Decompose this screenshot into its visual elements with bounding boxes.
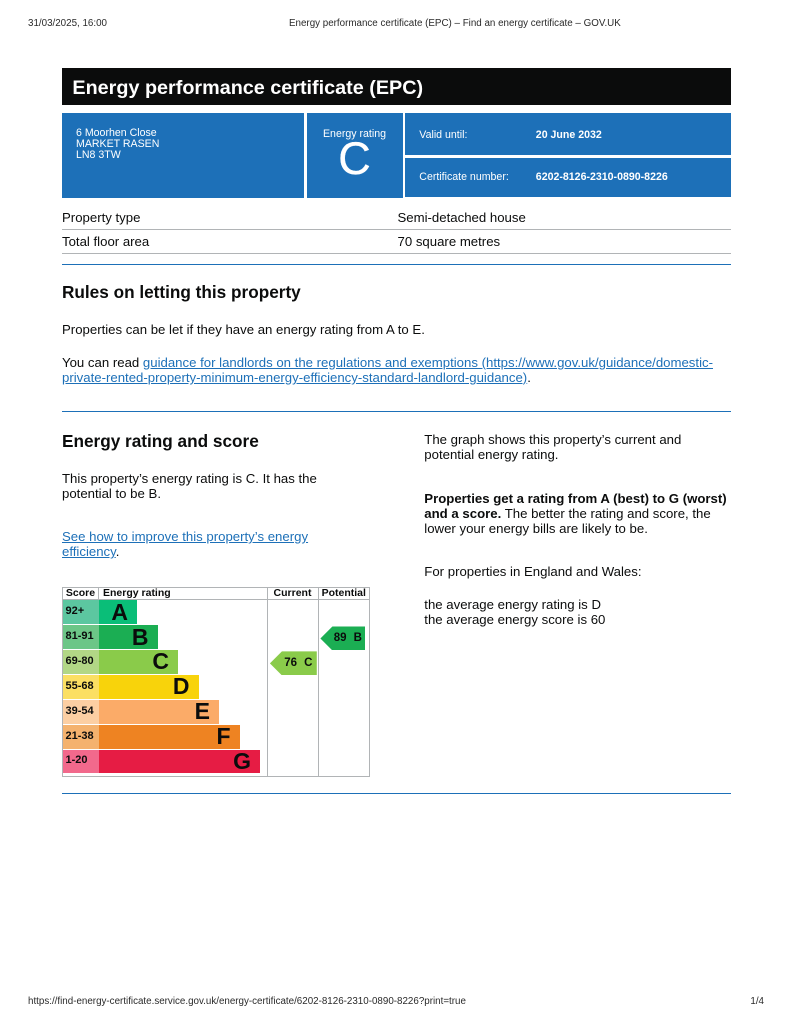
graph-band-row-d: 55-68 D bbox=[63, 673, 369, 700]
graph-score-range-label-d: 55-68 bbox=[65, 679, 94, 692]
graph-column-header-current: Current bbox=[268, 588, 319, 600]
rating-explanation-bold: Properties get a rating from A (best) to… bbox=[424, 490, 727, 521]
energy-rating-graph: Score Energy rating Current Potential 92+ A 81… bbox=[62, 587, 370, 777]
property-type-value: Semi-detached house bbox=[397, 210, 526, 225]
print-footer-url: https://find-energy-certificate.service.… bbox=[28, 995, 466, 1007]
valid-until-value: 20 June 2032 bbox=[535, 129, 602, 141]
graph-description-paragraph: The graph shows this property’s current … bbox=[424, 432, 682, 462]
energy-rating-label: Energy rating bbox=[322, 127, 386, 140]
improve-efficiency-link[interactable]: See how to improve this property’s energ… bbox=[62, 529, 309, 560]
rules-heading: Rules on letting this property bbox=[62, 282, 301, 302]
graph-column-separator-2 bbox=[318, 588, 319, 776]
graph-score-range-label-g: 1-20 bbox=[65, 754, 88, 767]
graph-column-header-energy-rating: Energy rating bbox=[99, 588, 268, 600]
graph-band-bar-a: A bbox=[98, 599, 137, 626]
print-header-datetime: 31/03/2025, 16:00 bbox=[28, 18, 107, 29]
floor-area-value: 70 square metres bbox=[397, 233, 501, 249]
valid-until-label: Valid until: bbox=[419, 129, 468, 141]
graph-header-row: Score Energy rating Current Potential bbox=[63, 587, 369, 601]
graph-band-row-e: 39-54 E bbox=[63, 698, 369, 725]
graph-band-row-a: 92+ A bbox=[63, 599, 369, 626]
rules-guidance-suffix: . bbox=[527, 370, 531, 385]
floor-area-label: Total floor area bbox=[62, 233, 150, 249]
table-row-property-type: Property type Semi-detached house bbox=[62, 206, 731, 231]
certificate-number-box: Certificate number: 6202-8126-2310-0890-… bbox=[405, 157, 731, 198]
property-address: 6 Moorhen Close MARKET RASEN LN8 3TW bbox=[62, 112, 304, 198]
energy-rating-paragraph: This property’s energy rating is C. It h… bbox=[62, 470, 317, 501]
potential-score: 89 bbox=[333, 632, 347, 645]
landlord-guidance-link[interactable]: guidance for landlords on the regulation… bbox=[62, 355, 713, 385]
graph-band-bar-b: B bbox=[98, 624, 158, 650]
graph-score-range-f: 21-38 bbox=[63, 724, 99, 750]
print-footer-page: 1/4 bbox=[750, 995, 764, 1007]
table-row-floor-area: Total floor area 70 square metres bbox=[62, 230, 731, 255]
potential-band: B bbox=[353, 632, 362, 645]
energy-rating-graph-inner: Score Energy rating Current Potential 92+ A 81… bbox=[63, 588, 369, 776]
graph-score-range-b: 81-91 bbox=[63, 625, 99, 650]
section-break-3 bbox=[62, 792, 731, 794]
certificate-summary: 6 Moorhen Close MARKET RASEN LN8 3TW Ene… bbox=[62, 112, 731, 198]
graph-column-separator-1 bbox=[266, 588, 268, 776]
current-score: 76 bbox=[284, 657, 298, 670]
graph-band-bar-d: D bbox=[98, 673, 199, 700]
certificate-banner-title: Energy performance certificate (EPC) bbox=[62, 68, 731, 106]
certificate-number-value: 6202-8126-2310-0890-8226 bbox=[535, 171, 668, 184]
graph-score-range-g: 1-20 bbox=[63, 749, 99, 775]
graph-band-bar-c: C bbox=[98, 648, 178, 675]
valid-until-box: Valid until: 20 June 2032 bbox=[405, 112, 731, 155]
graph-score-range-label-c: 69-80 bbox=[65, 654, 94, 667]
rating-explanation-rest: The better the rating and score, the low… bbox=[424, 505, 711, 536]
rules-guidance-prefix: You can read bbox=[62, 355, 143, 370]
rating-explanation-paragraph: Properties get a rating from A (best) to… bbox=[424, 491, 726, 536]
graph-band-bar-g: G bbox=[98, 748, 260, 775]
energy-rating-heading: Energy rating and score bbox=[62, 430, 259, 451]
graph-score-range-d: 55-68 bbox=[63, 674, 99, 700]
graph-score-range-label-b: 81-91 bbox=[65, 629, 94, 642]
section-break-1 bbox=[62, 264, 731, 266]
current-band: C bbox=[304, 657, 313, 670]
rules-paragraph: Properties can be let if they have an en… bbox=[62, 322, 425, 338]
graph-column-header-score: Score bbox=[63, 588, 99, 600]
england-wales-paragraph: For properties in England and Wales: bbox=[424, 563, 642, 579]
property-type-label: Property type bbox=[62, 210, 141, 225]
improve-paragraph: See how to improve this property’s energ… bbox=[62, 529, 308, 559]
energy-rating-box: Energy rating C bbox=[306, 112, 403, 198]
section-break-2 bbox=[62, 410, 731, 412]
certificate-number-label: Certificate number: bbox=[419, 171, 509, 184]
graph-band-bar-e: E bbox=[98, 698, 219, 725]
graph-band-row-f: 21-38 F bbox=[63, 723, 369, 750]
property-details-table: Property type Semi-detached house Total … bbox=[62, 206, 731, 255]
graph-score-range-e: 39-54 bbox=[63, 699, 99, 725]
graph-score-range-label-a: 92+ bbox=[65, 604, 85, 617]
rules-guidance-paragraph: You can read guidance for landlords on t… bbox=[62, 355, 713, 385]
averages-paragraph: the average energy rating is D the avera… bbox=[424, 596, 606, 627]
graph-score-range-label-f: 21-38 bbox=[65, 729, 94, 742]
graph-column-header-potential: Potential bbox=[321, 587, 366, 600]
graph-band-row-c: 69-80 C bbox=[63, 648, 369, 675]
graph-score-range-label-e: 39-54 bbox=[65, 704, 94, 717]
graph-score-range-a: 92+ bbox=[63, 600, 99, 626]
graph-band-row-g: 1-20 G bbox=[63, 748, 369, 775]
graph-score-range-c: 69-80 bbox=[63, 649, 99, 675]
print-header-title: Energy performance certificate (EPC) – F… bbox=[289, 18, 621, 29]
graph-band-row-b: 81-91 B bbox=[63, 624, 369, 650]
improve-suffix: . bbox=[115, 544, 120, 560]
energy-rating-value: C bbox=[338, 133, 371, 185]
graph-band-bar-f: F bbox=[98, 723, 240, 750]
